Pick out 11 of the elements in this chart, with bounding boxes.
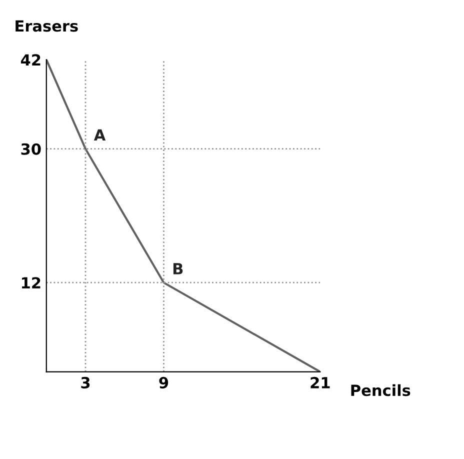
- y-tick-label: 30: [21, 143, 41, 155]
- annotation: B: [173, 263, 183, 274]
- x-tick-label: 21: [310, 376, 330, 388]
- y-tick-label: 12: [22, 277, 40, 288]
- x-tick-label: 9: [159, 376, 168, 388]
- y-tick-label: 42: [20, 54, 40, 66]
- y-axis-title: Erasers: [16, 20, 78, 32]
- line-series: [46, 60, 320, 372]
- x-axis-title: Pencils: [351, 384, 410, 396]
- x-tick-label: 3: [81, 376, 90, 388]
- annotation: A: [94, 129, 106, 141]
